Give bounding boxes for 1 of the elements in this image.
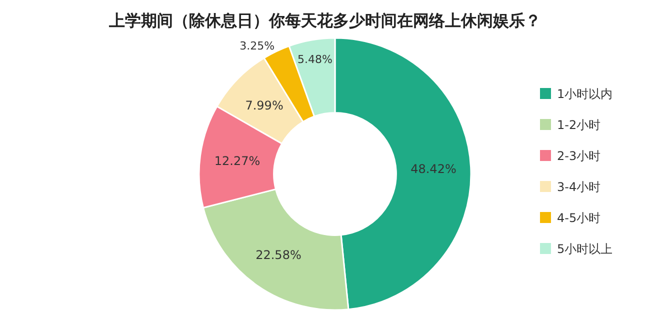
title: 上学期间（除休息日）你每天花多少时间在网络上休闲娱乐？ bbox=[109, 11, 541, 30]
